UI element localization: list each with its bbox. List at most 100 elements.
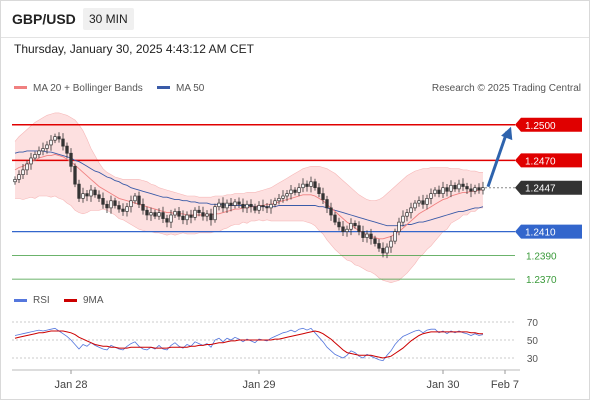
level-label-1.2390: 1.2390 [526, 251, 557, 262]
candle-body [473, 187, 477, 192]
bollinger-band-fill [15, 112, 483, 283]
candle-body [225, 202, 229, 209]
price-plot: 1.2500 1.2470 1.2447 1.2410 1.2390 1.2370 [12, 112, 582, 286]
candle-body [137, 195, 141, 205]
ma20-legend-swatch [14, 86, 27, 89]
candle-body [249, 203, 253, 208]
candle-body [37, 150, 41, 155]
candle-body [53, 136, 57, 141]
bollinger-lower-line [15, 195, 483, 284]
candle-body [465, 186, 469, 190]
candle-body [369, 233, 373, 240]
candle-body [57, 136, 61, 140]
candle-body [409, 207, 413, 213]
candle-body [169, 214, 173, 223]
candle-body [381, 247, 385, 254]
candle-body [281, 195, 285, 199]
rsi-plot: 70 50 30 [12, 318, 538, 365]
candle-body [161, 212, 165, 219]
timeframe-badge[interactable]: 30 MIN [83, 8, 134, 30]
candle-body [197, 209, 201, 213]
time-tick-label: Jan 28 [54, 379, 87, 391]
candle-body [173, 211, 177, 216]
candle-body [185, 214, 189, 221]
candle-body [445, 187, 449, 192]
forecast-arrow-head [501, 126, 513, 141]
rsi-tick-50: 50 [527, 336, 539, 347]
candle-body [453, 184, 457, 190]
candle-body [213, 206, 217, 221]
candle-body [129, 200, 133, 208]
candle-body [253, 206, 257, 211]
candle-body [85, 193, 89, 197]
candle-body [309, 181, 313, 187]
candle-body [49, 139, 53, 146]
rsi-legend: RSI 9MA [14, 295, 104, 306]
candle-body [365, 233, 369, 238]
candle-body [321, 193, 325, 200]
rsi-legend-label: RSI [33, 295, 50, 306]
candle-body [289, 189, 293, 194]
rsi-line [14, 327, 484, 362]
candle-body [421, 200, 425, 205]
candle-body [457, 183, 461, 190]
candle-body [77, 183, 81, 199]
forecast-arrow-shaft [486, 131, 509, 188]
candle-body [329, 207, 333, 216]
candle-body [337, 221, 341, 228]
candle-body [349, 222, 353, 230]
ma50-line [14, 150, 484, 227]
candle-body [417, 200, 421, 204]
candle-body [413, 202, 417, 209]
candle-body [353, 222, 357, 227]
candle-body [61, 138, 65, 147]
candle-body [333, 214, 337, 223]
rsi-legend-swatch [14, 299, 27, 302]
level-tag-1.2447 [515, 180, 582, 195]
candle-body [117, 205, 121, 210]
time-axis: Jan 28 Jan 29 Jan 30 Feb 7 [54, 370, 519, 391]
candle-body [261, 205, 265, 208]
time-tick-label: Jan 29 [242, 379, 275, 391]
ma9-legend-swatch [64, 299, 77, 302]
candle-body [105, 203, 109, 209]
time-tick-label: Jan 30 [426, 379, 459, 391]
candle-body [41, 148, 45, 152]
time-tick-label: Feb 7 [491, 379, 519, 391]
candle-body [361, 231, 365, 238]
candle-body [345, 228, 349, 232]
candle-body [269, 203, 273, 209]
candle-body [189, 214, 193, 218]
research-credit: Research © 2025 Trading Central [432, 83, 581, 94]
level-label-1.2470: 1.2470 [525, 156, 556, 167]
candle-body [233, 201, 237, 206]
candle-body [425, 198, 429, 205]
candle-body [441, 187, 445, 194]
candle-body [29, 157, 33, 165]
candle-body [13, 179, 17, 183]
candle-body [133, 195, 137, 202]
candle-body [157, 212, 161, 217]
candle-body [121, 208, 125, 212]
candle-body [277, 198, 281, 202]
candle-body [89, 189, 93, 197]
candle-body [325, 199, 329, 209]
candle-body [221, 202, 225, 209]
candle-body [17, 174, 21, 180]
candle-body [265, 206, 269, 209]
rsi-tick-30: 30 [527, 354, 539, 365]
candle-body [301, 183, 305, 189]
ma9-legend-label: 9MA [83, 295, 104, 306]
candle-body [209, 213, 213, 221]
candle-body [125, 206, 129, 212]
rsi-tick-70: 70 [527, 318, 539, 329]
level-label-1.2447: 1.2447 [525, 184, 556, 195]
candle-body [33, 154, 37, 159]
ma50-legend-label: MA 50 [176, 83, 205, 94]
candle-body [257, 205, 261, 211]
candle-body [45, 144, 49, 149]
candle-body [65, 145, 69, 154]
level-tag-1.2500 [515, 117, 582, 132]
candle-body [285, 193, 289, 197]
